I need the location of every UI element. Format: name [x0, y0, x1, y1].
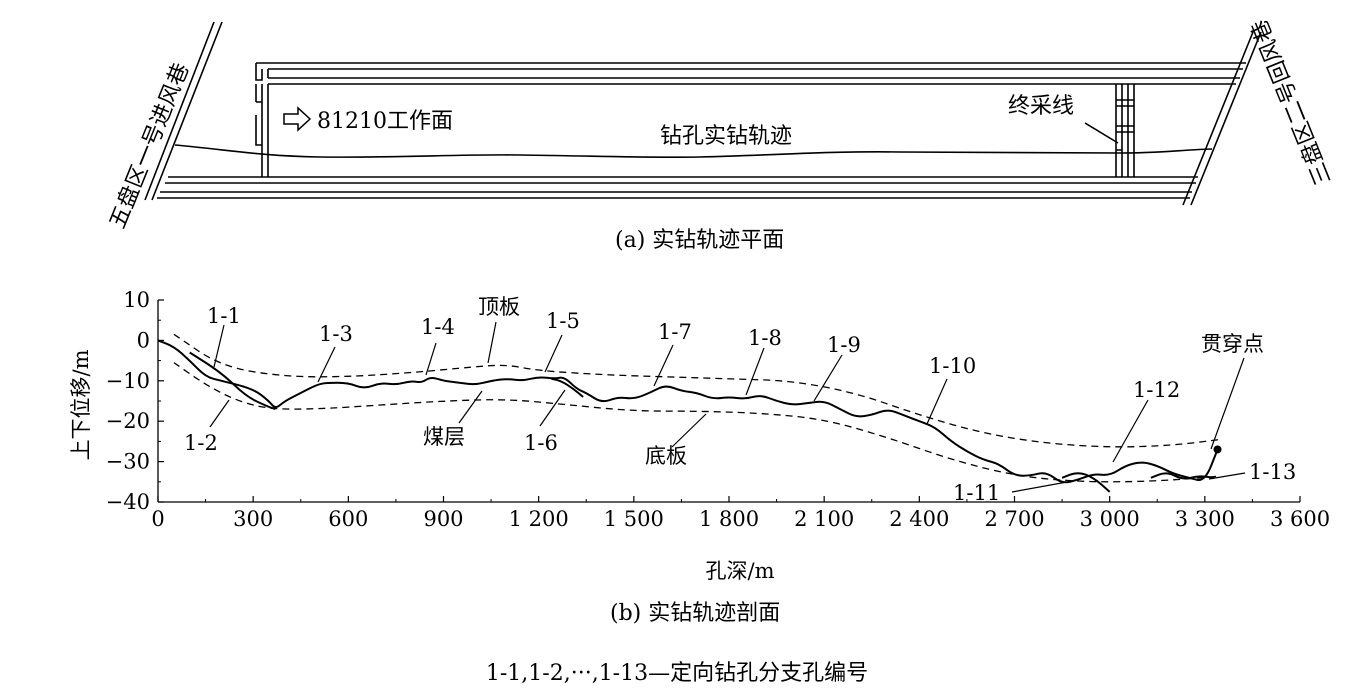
start-cut	[255, 63, 269, 177]
plan-caption: (a) 实钻轨迹平面	[615, 228, 784, 253]
seam-label: 煤层	[423, 425, 465, 449]
section-chart: 0 300 600 900 1 200 1 500 1 800 2 100 2 400 2 700…	[69, 288, 1330, 626]
branch-label-1-1: 1-1	[207, 304, 241, 328]
plan-trajectory	[174, 144, 1213, 159]
branch-label-1-9: 1-9	[827, 333, 861, 357]
branch-label-1-2: 1-2	[184, 431, 218, 455]
left-roadway-line-a	[144, 21, 215, 201]
leader-1-10	[926, 378, 948, 425]
branch-label-1-3: 1-3	[319, 322, 353, 346]
breakthrough-label: 贯穿点	[1201, 332, 1264, 356]
y-tick-label: 0	[137, 328, 150, 352]
stop-line-label: 终采线	[1008, 94, 1074, 119]
branch-label-1-11: 1-11	[953, 481, 1000, 505]
series-line-0	[173, 333, 1221, 448]
series-line-2	[157, 339, 1219, 484]
series-line-5	[1061, 472, 1111, 493]
y-tick-label: −40	[106, 490, 150, 514]
right-roadway-label: 三盘区二号回风巷	[1247, 16, 1336, 189]
x-tick-label: 3 000	[1080, 507, 1140, 531]
series-line-3	[189, 351, 276, 411]
leader-1-9	[813, 354, 843, 402]
leader-1-5	[544, 334, 563, 373]
footnote: 1-1,1-2,···,1-13—定向钻孔分支孔编号	[486, 661, 868, 686]
x-tick-label: 2 700	[984, 507, 1044, 531]
x-tick-label: 1 200	[509, 507, 569, 531]
branch-label-1-13: 1-13	[1249, 460, 1296, 484]
x-tick-label: 600	[328, 507, 368, 531]
series-line-6	[1150, 472, 1216, 480]
leader-roof	[487, 321, 497, 364]
section-axes: 0 300 600 900 1 200 1 500 1 800 2 100 2 400 2 700…	[106, 288, 1330, 531]
section-series	[157, 333, 1222, 493]
section-ylabel: 上下位移/m	[69, 349, 93, 460]
leader-floor	[671, 413, 707, 448]
leader-1-4	[425, 342, 437, 376]
branch-label-1-4: 1-4	[421, 315, 455, 339]
stop-line-leader	[1084, 122, 1119, 144]
right-roadway-line-b	[1190, 31, 1262, 206]
leader-1-7	[653, 344, 674, 387]
x-tick-label: 1 800	[699, 507, 759, 531]
y-tick-label: −30	[106, 450, 150, 474]
leader-1-1	[213, 324, 225, 368]
left-roadway-line-b	[151, 21, 223, 201]
y-tick-label: 10	[123, 288, 150, 312]
leader-1-2	[209, 399, 230, 428]
x-tick-label: 0	[151, 507, 164, 531]
section-xlabel: 孔深/m	[706, 559, 775, 583]
y-tick-label: −10	[106, 369, 150, 393]
x-tick-label: 2 400	[889, 507, 949, 531]
plan-view	[144, 21, 1262, 206]
x-tick-label: 1 500	[604, 507, 664, 531]
x-tick-label: 300	[233, 507, 273, 531]
branch-label-1-7: 1-7	[658, 320, 692, 344]
leader-1-12	[1112, 399, 1149, 463]
x-tick-label: 3 300	[1175, 507, 1235, 531]
leader-1-11	[1011, 479, 1079, 493]
x-tick-label: 2 100	[794, 507, 854, 531]
leader-breakthrough	[1210, 357, 1245, 450]
y-tick-label: −20	[106, 409, 150, 433]
branch-label-1-10: 1-10	[929, 354, 976, 378]
section-caption: (b) 实钻轨迹剖面	[610, 601, 780, 626]
branch-label-1-6: 1-6	[524, 431, 558, 455]
roof-label: 顶板	[478, 295, 520, 319]
leader-seam	[458, 390, 483, 424]
branch-label-1-8: 1-8	[748, 326, 782, 350]
leader-1-13	[1208, 472, 1246, 480]
x-tick-label: 3 600	[1270, 507, 1330, 531]
stop-line-structure	[1115, 84, 1135, 177]
branch-label-1-5: 1-5	[546, 309, 580, 333]
breakthrough-point	[1213, 445, 1222, 454]
floor-label: 底板	[645, 444, 687, 468]
trajectory-label: 钻孔实钻轨迹	[660, 124, 792, 149]
leader-1-3	[317, 346, 336, 383]
workface-label: 81210工作面	[317, 109, 453, 134]
leader-1-6	[539, 389, 566, 427]
x-tick-label: 900	[423, 507, 463, 531]
leader-1-8	[745, 347, 765, 396]
section-annotations	[209, 321, 1246, 493]
right-roadway-line-a	[1182, 31, 1254, 206]
section-labels: 1-1 1-2 1-3 1-4 1-5 1-6 1-7 1-8 1-9 1-10…	[69, 295, 1296, 626]
branch-label-1-12: 1-12	[1133, 378, 1180, 402]
series-line-4	[551, 377, 584, 398]
right-arrow-icon	[283, 106, 312, 132]
